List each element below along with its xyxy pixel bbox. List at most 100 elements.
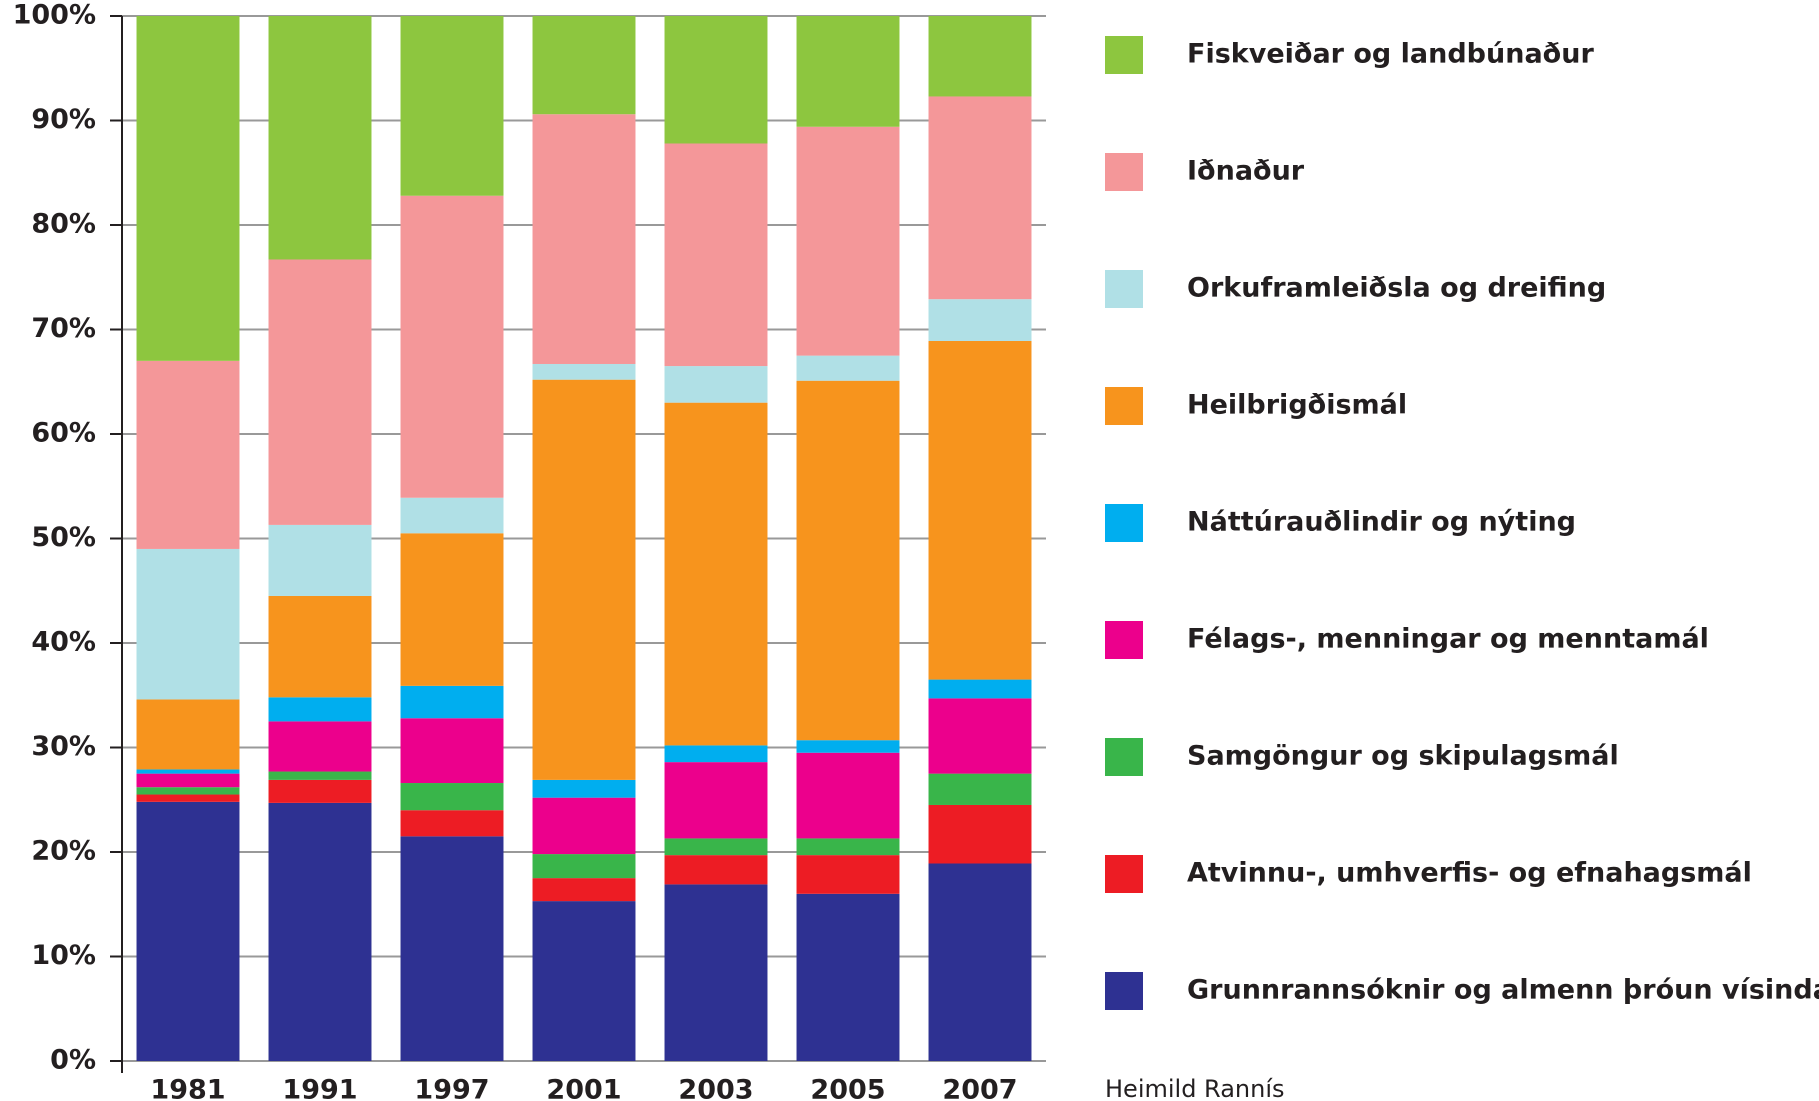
bar-segment [268,595,372,698]
bar-segment [532,114,636,364]
bar-segment [400,533,504,686]
bar-segment [532,854,636,879]
bar-segment [532,878,636,902]
bar-segment [664,366,768,403]
bar-segment [268,779,372,803]
bar-segment [664,745,768,763]
bar-segment [664,143,768,367]
bar-segment [532,16,636,115]
bar-segment [796,893,900,1061]
y-tick-label: 50% [31,522,96,553]
bar-segment [136,787,240,795]
bar-segment [532,797,636,855]
bar-segment [664,762,768,839]
y-tick-label: 40% [31,627,96,658]
bar-segment [664,855,768,885]
bar-segment [928,16,1032,97]
legend-label: Grunnrannsóknir og almenn þróun vísinda [1187,975,1819,1006]
x-tick-label: 2007 [942,1075,1017,1101]
bar-segment [928,679,1032,699]
bar-segment [136,360,240,549]
bar-segment [928,804,1032,864]
bar-segment [532,779,636,798]
legend-swatch [1105,153,1143,191]
legend-swatch [1105,972,1143,1010]
x-tick-label: 2001 [546,1075,621,1101]
legend-swatch [1105,36,1143,74]
bar-segment [928,340,1032,680]
bar-segment [400,783,504,811]
x-tick-label: 1981 [150,1075,225,1101]
y-tick-label: 70% [31,313,96,344]
legend-swatch [1105,855,1143,893]
y-tick-label: 0% [50,1045,96,1076]
bar-segment [796,16,900,127]
bar-segment [268,16,372,260]
y-tick-label: 10% [31,940,96,971]
bar-segment [400,497,504,534]
x-tick-label: 2003 [678,1075,753,1101]
x-tick-label: 2005 [810,1075,885,1101]
y-tick-label: 100% [13,0,96,31]
bar-segment [796,126,900,356]
bar-segment [928,863,1032,1061]
bar-segment [928,96,1032,300]
bar-segment [664,402,768,746]
x-tick-label: 1997 [414,1075,489,1101]
bar-segment [796,838,900,856]
bar-segment [400,810,504,837]
legend-label: Félags-, menningar og menntamál [1187,624,1709,655]
bar-segment [532,901,636,1061]
legend-swatch [1105,621,1143,659]
bar-segment [796,380,900,741]
bar-segment [928,698,1032,774]
bar-segment [268,697,372,722]
legend-label: Iðnaður [1187,156,1305,187]
bar-segment [136,801,240,1061]
legend-label: Atvinnu-, umhverfis- og efnahagsmál [1187,858,1752,889]
bar-segment [136,699,240,770]
legend-label: Samgöngur og skipulagsmál [1187,741,1619,772]
bar-segment [400,195,504,498]
bar-segment [136,794,240,802]
x-tick-label: 1991 [282,1075,357,1101]
legend-label: Orkuframleiðsla og dreifing [1187,273,1606,304]
legend-swatch [1105,387,1143,425]
legend-label: Fiskveiðar og landbúnaður [1187,39,1594,70]
bar-segment [268,259,372,525]
y-tick-label: 90% [31,104,96,135]
bar-segment [136,548,240,700]
bar-segment [664,838,768,856]
legend-swatch [1105,270,1143,308]
bar-segment [664,16,768,144]
bar-segment [796,855,900,894]
bar-segment [268,721,372,772]
bar-segment [400,16,504,196]
bar-segment [928,773,1032,805]
bar-segment [796,740,900,753]
legend-swatch [1105,738,1143,776]
bar-segment [928,299,1032,341]
y-tick-label: 60% [31,418,96,449]
bar-segment [268,802,372,1061]
y-tick-label: 80% [31,209,96,240]
bar-segment [136,773,240,788]
legend-label: Heilbrigðismál [1187,390,1407,421]
y-tick-label: 30% [31,731,96,762]
bar-segment [400,836,504,1061]
bar-segment [268,771,372,780]
bar-segment [796,355,900,381]
bar-segment [532,379,636,780]
source-note: Heimild Rannís [1105,1075,1285,1101]
bar-segment [796,752,900,839]
bar-segment [400,718,504,784]
bar-segment [664,884,768,1061]
y-tick-label: 20% [31,836,96,867]
legend-label: Náttúrauðlindir og nýting [1187,507,1576,538]
bar-segment [532,363,636,380]
legend-swatch [1105,504,1143,542]
bar-segment [136,769,240,774]
bar-segment [136,16,240,361]
bar-segment [400,685,504,719]
